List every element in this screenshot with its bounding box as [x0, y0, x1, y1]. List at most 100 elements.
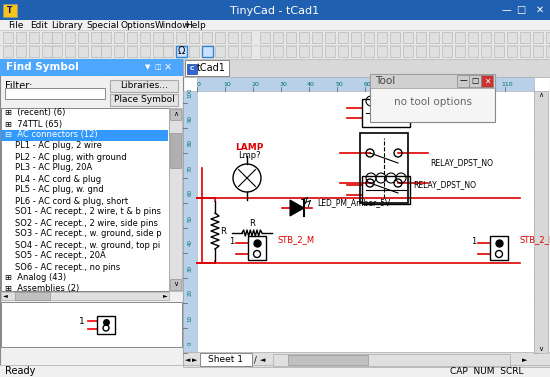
Bar	[176, 32, 186, 43]
Bar	[455, 46, 465, 57]
Bar	[469, 75, 481, 87]
Text: PL2 - AC plug, with ground: PL2 - AC plug, with ground	[15, 153, 126, 161]
Bar	[65, 32, 75, 43]
Text: 40: 40	[307, 81, 315, 86]
Text: Tool: Tool	[375, 76, 395, 86]
Text: C: C	[190, 66, 194, 72]
Bar	[228, 46, 238, 57]
Text: LAMP: LAMP	[235, 144, 263, 153]
Text: 50: 50	[188, 215, 192, 222]
Bar	[0, 59, 183, 367]
Text: R: R	[249, 219, 255, 228]
Bar	[202, 32, 212, 43]
Bar	[101, 46, 111, 57]
Bar	[360, 133, 408, 203]
Text: 100: 100	[473, 81, 485, 86]
Bar	[215, 46, 225, 57]
Bar	[189, 32, 199, 43]
Text: 10: 10	[188, 314, 192, 322]
Bar	[1, 108, 169, 291]
Text: 90: 90	[447, 81, 455, 86]
Text: no tool options: no tool options	[393, 97, 471, 107]
Bar	[494, 32, 504, 43]
Bar	[377, 46, 387, 57]
Bar	[176, 46, 187, 57]
Bar	[494, 46, 504, 57]
Bar	[1, 292, 169, 300]
Bar	[241, 32, 251, 43]
Bar	[273, 354, 510, 366]
Bar	[248, 236, 266, 260]
Bar	[533, 46, 543, 57]
Bar	[169, 108, 182, 291]
Bar	[507, 32, 517, 43]
Bar	[170, 109, 181, 120]
Text: Libraries...: Libraries...	[120, 81, 168, 90]
Text: 20: 20	[251, 81, 259, 86]
Bar	[29, 32, 39, 43]
Bar	[468, 46, 478, 57]
Bar	[200, 353, 252, 366]
Bar	[0, 45, 550, 59]
Bar	[533, 32, 543, 43]
Bar	[0, 365, 550, 377]
Bar	[183, 352, 550, 367]
Bar	[457, 75, 469, 87]
Text: 110: 110	[501, 81, 513, 86]
Text: 1: 1	[471, 236, 477, 245]
Bar	[390, 46, 400, 57]
Bar	[110, 80, 178, 92]
Text: Options: Options	[120, 20, 155, 29]
Text: T: T	[7, 6, 13, 15]
Text: □: □	[516, 5, 526, 15]
Text: SO4 - AC recept., w. ground, top pi: SO4 - AC recept., w. ground, top pi	[15, 241, 160, 250]
Bar	[101, 32, 111, 43]
Text: STB_2_M: STB_2_M	[519, 236, 550, 245]
Bar	[455, 32, 465, 43]
Text: SO5 - AC recept., 20A: SO5 - AC recept., 20A	[15, 251, 106, 261]
Bar	[534, 91, 548, 353]
Bar	[442, 46, 452, 57]
Text: Special: Special	[86, 20, 119, 29]
Bar	[65, 46, 75, 57]
Bar	[241, 46, 251, 57]
Text: 50: 50	[335, 81, 343, 86]
Bar	[273, 46, 283, 57]
Bar	[114, 32, 124, 43]
Text: 0: 0	[197, 81, 201, 86]
Bar	[176, 46, 186, 57]
Bar	[170, 133, 181, 168]
Bar	[197, 77, 534, 91]
Bar	[183, 59, 550, 367]
Text: ∨: ∨	[173, 282, 178, 288]
Bar	[42, 32, 52, 43]
Bar	[403, 46, 413, 57]
Text: 80: 80	[419, 81, 427, 86]
Bar	[97, 316, 115, 334]
Text: ∧: ∧	[538, 92, 543, 98]
Bar	[429, 46, 439, 57]
Bar	[403, 32, 413, 43]
Text: ◄: ◄	[3, 294, 8, 299]
Text: STB_2_M: STB_2_M	[277, 236, 314, 245]
Bar	[29, 46, 39, 57]
Bar	[338, 46, 348, 57]
Bar	[312, 46, 322, 57]
Bar	[390, 32, 400, 43]
Text: —: —	[459, 77, 467, 86]
Text: Place Symbol: Place Symbol	[114, 95, 174, 104]
Bar	[183, 59, 550, 77]
Text: 70: 70	[188, 164, 192, 172]
Bar	[370, 74, 495, 122]
Bar	[15, 292, 50, 300]
Bar	[114, 46, 124, 57]
Text: SO2 - AC recept., 2 wire, side pins: SO2 - AC recept., 2 wire, side pins	[15, 219, 158, 227]
Bar	[338, 32, 348, 43]
Text: 30: 30	[188, 265, 192, 271]
Bar	[416, 46, 426, 57]
Text: ►: ►	[163, 294, 168, 299]
Bar	[127, 32, 137, 43]
Text: Filter:: Filter:	[5, 81, 32, 91]
Text: 60: 60	[363, 81, 371, 86]
Bar	[110, 94, 178, 106]
